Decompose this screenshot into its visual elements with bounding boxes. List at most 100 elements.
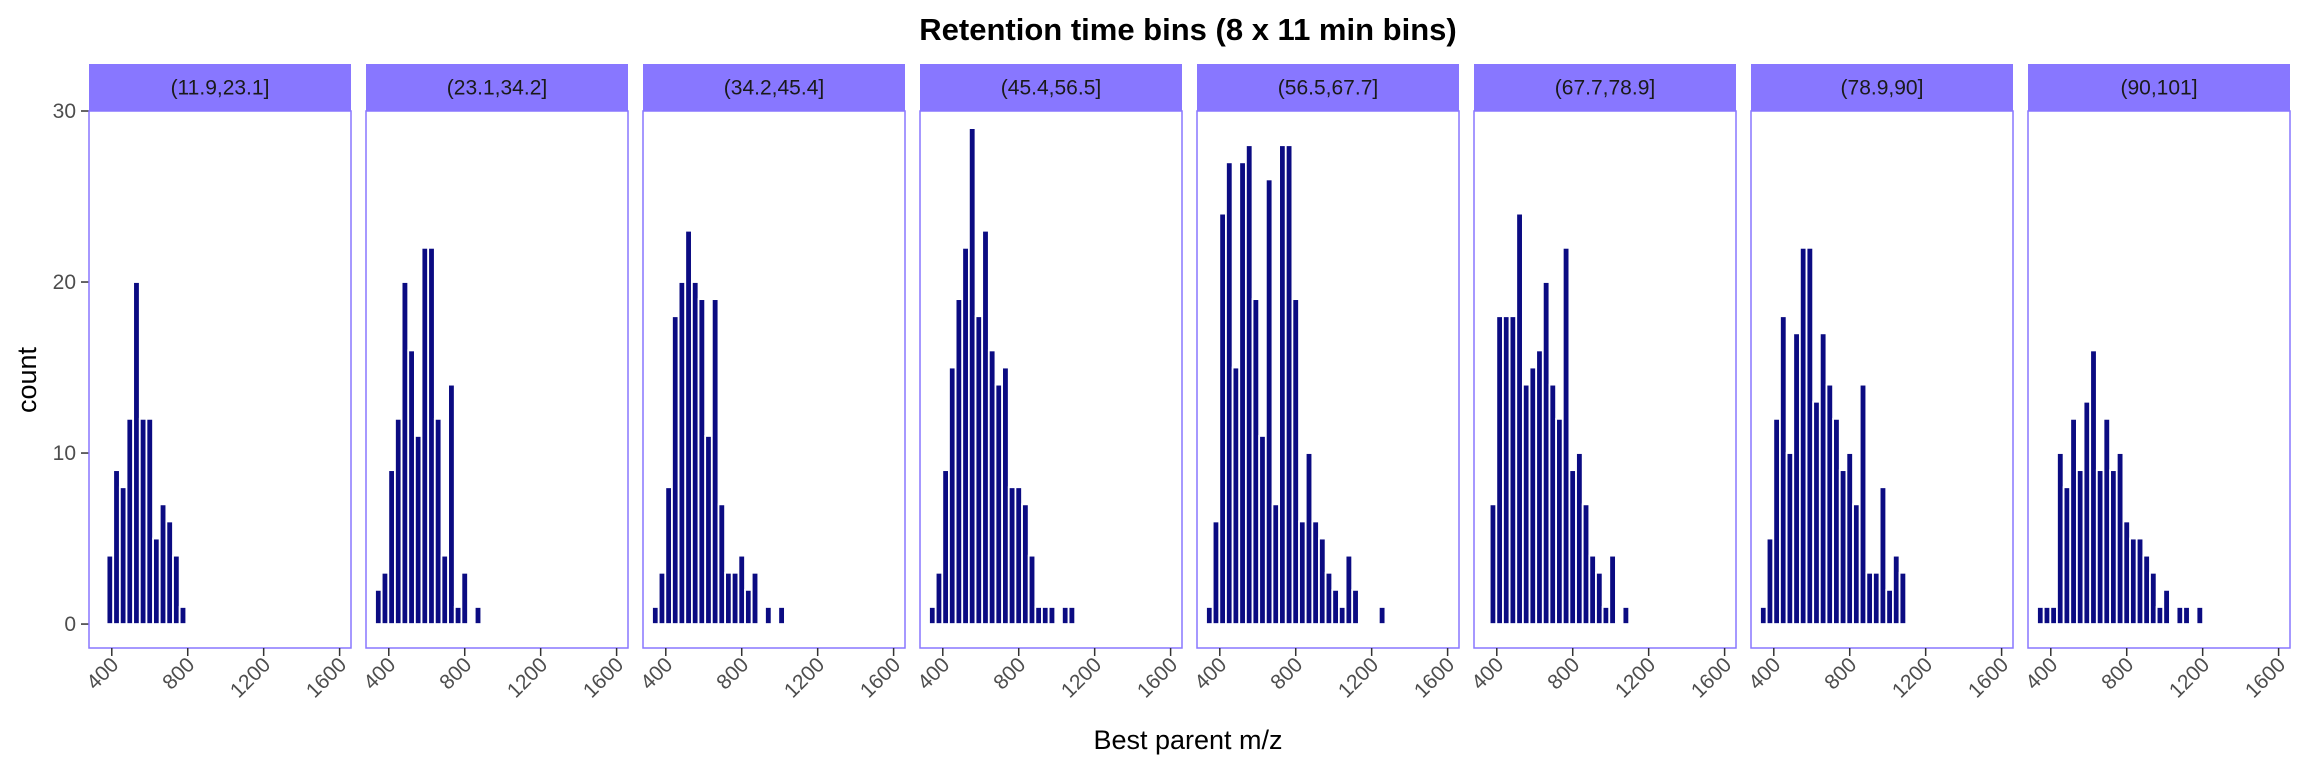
histogram-bar [427,246,436,625]
histogram-bar [2135,537,2145,625]
x-tick-label: 1200 [226,653,275,702]
histogram-bar [420,246,430,625]
histogram-bar [1244,144,1254,625]
histogram-bar [380,571,390,625]
histogram-bar [1575,452,1584,625]
histogram-bar [664,486,673,625]
x-tick-label: 400 [636,653,677,694]
histogram-bar [1047,606,1057,625]
histogram-bar [1225,161,1234,625]
histogram-bar [651,606,660,625]
histogram-bar [1878,486,1888,625]
histogram-bar [1218,212,1227,625]
histogram-bar [1318,537,1327,625]
histogram-bar [1588,554,1597,625]
y-axis-title: count [12,346,42,413]
histogram-bar [1021,503,1030,625]
histogram-bar [145,417,154,625]
histogram-bar [954,298,964,625]
histogram-bar [1331,588,1340,625]
histogram-bar [1067,606,1077,625]
histogram-bar [1852,503,1861,625]
histogram-bar [165,520,174,625]
histogram-bar [764,606,773,625]
histogram-bar [1264,178,1274,625]
x-tick-label: 800 [1266,653,1307,694]
facet-strip-label: (67.7,78.9] [1555,77,1655,100]
facet-strip [366,64,628,111]
histogram-bar [400,281,410,625]
panel-border [642,110,906,649]
histogram-bar [2102,417,2112,625]
histogram-bar [1805,246,1815,625]
x-tick-label: 800 [1543,653,1584,694]
x-tick-label: 1200 [1888,653,1937,702]
histogram-bar [105,554,115,625]
histogram-bar [724,571,733,625]
histogram-bar [453,606,463,625]
x-tick-label: 1600 [2241,653,2290,702]
facet-strip-label: (23.1,34.2] [447,77,547,100]
x-tick-label: 1600 [856,653,905,702]
histogram-bar [1324,571,1334,625]
histogram-bar [1351,588,1360,625]
histogram-bar [1502,315,1511,625]
histogram-bar [158,503,168,625]
histogram-bar [440,554,450,625]
x-tick-label: 1200 [780,653,829,702]
histogram-bar [994,383,1004,625]
histogram-bar [941,469,950,625]
panel-border [919,110,1183,649]
histogram-bar [1061,606,1070,625]
facet-strip-label: (90,101] [2120,77,2197,100]
histogram-bar [374,588,383,625]
histogram-bar [1779,315,1788,625]
histogram-bar [1892,554,1901,625]
histogram-bar [1344,554,1354,625]
histogram-bar [1251,298,1261,625]
histogram-bar [413,435,423,625]
histogram-bar [1785,452,1795,625]
histogram-bar [981,229,990,625]
histogram-bar [172,554,181,625]
facet-strip-label: (45.4,56.5] [1001,77,1101,100]
histogram-bar [1832,417,1841,625]
histogram-bar [948,366,957,625]
histogram-bar [394,417,403,625]
histogram-bar [1568,469,1577,625]
histogram-bar [1298,520,1307,625]
histogram-bar [2109,469,2118,625]
histogram-bar [657,571,667,625]
facet-strip-label: (11.9,23.1] [171,77,270,100]
histogram-bar [433,417,443,625]
histogram-bar [2149,571,2158,625]
x-tick-label: 1600 [1964,653,2013,702]
x-tick-label: 1600 [1133,653,1182,702]
facet-panel: (56.5,67.7] 400 800 1200 1600 [1190,64,1460,703]
histogram-bar [2155,606,2165,625]
histogram-bar [2042,606,2052,625]
histogram-bar [118,486,128,625]
histogram-bar [2142,554,2151,625]
facet-strip-label: (56.5,67.7] [1278,77,1378,100]
facet-panel: (11.9,23.1] 400 800 1200 1600 [82,64,352,703]
histogram-bar [152,537,161,625]
facet-panel: (67.7,78.9] 400 800 1200 1600 [1467,64,1737,703]
panel-border [365,110,629,649]
histogram-bar [1377,606,1387,625]
facet-strip-label: (34.2,45.4] [724,77,824,100]
histogram-bar [2056,452,2065,625]
y-tick-label: 0 [64,613,76,636]
histogram-bar [138,417,148,625]
histogram-bar [690,281,700,625]
y-tick-label: 20 [53,271,76,294]
panel-border [2027,110,2291,649]
x-tick-label: 1600 [1410,653,1459,702]
x-tick-label: 800 [435,653,476,694]
histogram-bar [1865,571,1874,625]
histogram-bar [1014,486,1023,625]
y-axis: 0 10 20 30 [53,100,89,636]
histogram-bar [1838,469,1848,625]
histogram-bar [1798,246,1808,625]
x-tick-label: 1200 [1611,653,1660,702]
